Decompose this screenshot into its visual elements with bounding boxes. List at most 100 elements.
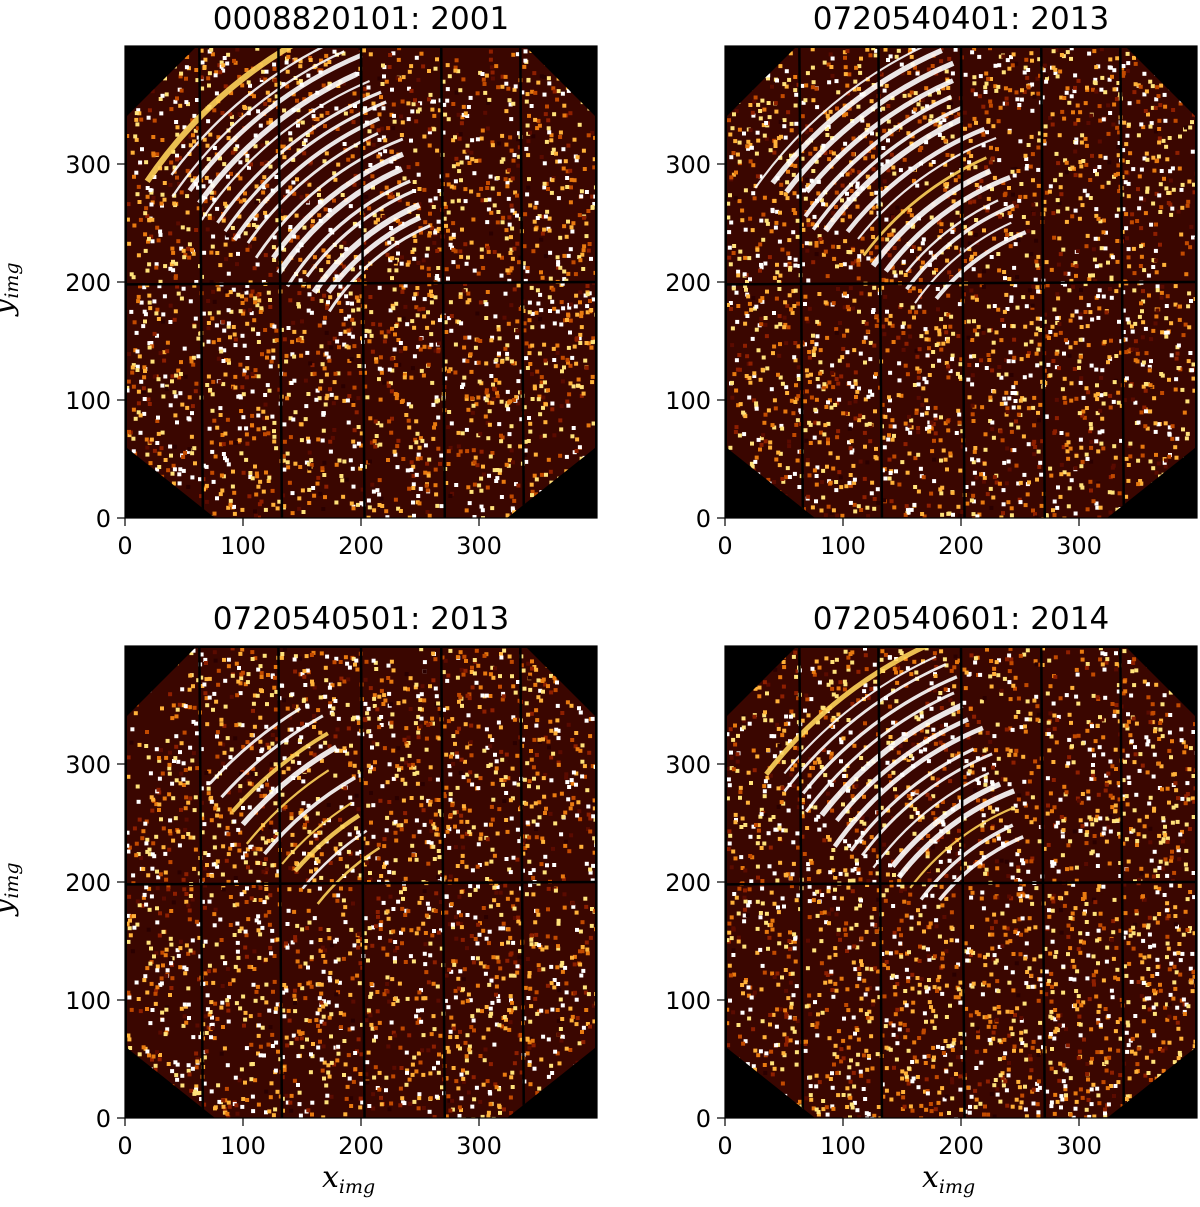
image-pixels xyxy=(727,48,1195,518)
stray-light-arc xyxy=(276,166,404,275)
stray-light-arc xyxy=(232,116,381,242)
stray-light-arc xyxy=(857,136,997,240)
chip-gap xyxy=(277,48,284,518)
panel-0720540401: 0720540401: 2013 0 100 200 300 0 100 200 300 xyxy=(600,0,1200,600)
x-tick-label: 100 xyxy=(820,1132,866,1160)
stray-light-arc xyxy=(934,230,1027,300)
chip-gap xyxy=(727,880,1195,886)
y-tick-label: 300 xyxy=(665,751,711,779)
stray-light-arc xyxy=(819,702,964,817)
stray-light-arc xyxy=(764,648,939,776)
y-axis-label: yimg xyxy=(0,862,23,915)
panel-title: 0720540501: 2013 xyxy=(212,601,510,637)
stray-light-arc xyxy=(835,717,970,823)
stray-light-arc xyxy=(197,71,358,205)
x-tick-label: 0 xyxy=(117,1132,132,1160)
stray-light-arc xyxy=(231,731,329,813)
stray-light-arc xyxy=(220,714,324,799)
y-tick-label: 200 xyxy=(665,869,711,897)
y-tick-label: 200 xyxy=(665,269,711,297)
y-tick-label: 0 xyxy=(696,1105,711,1133)
y-tick-label: 100 xyxy=(65,387,111,415)
x-tick-label: 0 xyxy=(717,532,732,560)
x-tick-label: 300 xyxy=(1056,1132,1102,1160)
stray-light-arc xyxy=(905,199,999,273)
x-tick-label: 200 xyxy=(938,1132,984,1160)
x-axis-label: ximg xyxy=(922,1160,976,1198)
stray-light-arc xyxy=(870,168,992,268)
stray-light-arc xyxy=(883,174,1011,273)
stray-light-arc xyxy=(784,60,955,194)
stray-light-arc xyxy=(754,48,929,189)
detector-image: 0 100 200 300 0 100 200 300 xyxy=(65,645,598,1160)
stray-light-arc xyxy=(311,202,421,295)
chip-gap xyxy=(198,648,205,1118)
chip-gap xyxy=(798,648,805,1118)
detector-image: 0 100 200 300 0 100 200 300 xyxy=(665,45,1198,560)
stray-light-arc xyxy=(170,48,336,176)
panel-title: 0720540601: 2014 xyxy=(812,601,1110,637)
stray-light-arc xyxy=(896,788,1016,879)
x-tick-label: 300 xyxy=(1056,532,1102,560)
chip-gap xyxy=(798,48,805,518)
stray-light-arc xyxy=(862,156,987,257)
stray-light-arc xyxy=(305,189,415,278)
stray-light-arc xyxy=(223,100,387,233)
stray-light-arc xyxy=(171,50,345,198)
x-tick-label: 100 xyxy=(220,1132,266,1160)
x-tick-label: 0 xyxy=(117,532,132,560)
chip-gap xyxy=(127,880,595,886)
x-tick-label: 300 xyxy=(456,1132,502,1160)
x-tick-label: 200 xyxy=(338,532,384,560)
stray-light-arc xyxy=(316,846,381,905)
x-tick-label: 0 xyxy=(717,1132,732,1160)
y-tick-label: 100 xyxy=(65,987,111,1015)
x-tick-label: 200 xyxy=(938,532,984,560)
y-tick-label: 0 xyxy=(96,1105,111,1133)
stray-light-arc xyxy=(770,48,943,185)
stray-light-arc xyxy=(909,807,1013,889)
y-tick-label: 100 xyxy=(665,987,711,1015)
image-pixels xyxy=(727,648,1195,1118)
y-tick-label: 300 xyxy=(65,151,111,179)
detector-image: 0 100 200 300 0 100 200 300 xyxy=(665,645,1198,1160)
stray-light-arc xyxy=(271,151,404,260)
stray-light-arc xyxy=(914,221,1012,304)
y-tick-label: 100 xyxy=(665,387,711,415)
stray-light-arc xyxy=(905,203,1015,291)
stray-light-arc xyxy=(144,48,344,183)
stray-light-arc xyxy=(187,52,363,192)
stray-light-arc xyxy=(804,691,955,813)
stray-light-arc xyxy=(285,179,411,288)
chip-gap xyxy=(127,280,595,286)
panel-title: 0008820101: 2001 xyxy=(212,1,510,37)
image-pixels xyxy=(127,48,595,518)
x-axis-label: ximg xyxy=(322,1160,376,1198)
stray-light-arc xyxy=(254,137,404,259)
image-pixels xyxy=(127,648,595,1118)
stray-light-arc xyxy=(890,781,1002,869)
y-tick-label: 0 xyxy=(96,505,111,533)
x-tick-label: 100 xyxy=(220,532,266,560)
panel-0008820101: 0008820101: 2001 0 100 200 300 0 100 200 300 yi… xyxy=(0,0,600,600)
x-tick-label: 300 xyxy=(456,532,502,560)
panel-0720540601: 0720540601: 2014 0 100 200 300 0 100 200 300 xi… xyxy=(600,600,1200,1200)
stray-light-arc xyxy=(208,707,301,785)
chip-gap xyxy=(727,280,1195,286)
stray-light-arc xyxy=(263,775,356,856)
chip-gap xyxy=(198,48,205,518)
stray-light-arc xyxy=(801,675,958,795)
x-tick-label: 100 xyxy=(820,532,866,560)
stray-light-arc xyxy=(804,78,954,194)
detector-image: 0 100 200 300 0 100 200 300 xyxy=(65,45,598,560)
stray-light-arc xyxy=(293,813,361,873)
stray-light-arc xyxy=(860,752,993,857)
stray-light-arc xyxy=(245,769,330,845)
y-tick-label: 200 xyxy=(65,269,111,297)
stray-light-arc xyxy=(938,835,1024,902)
stray-light-arc xyxy=(872,772,990,869)
stray-light-arc xyxy=(845,126,986,234)
stray-light-arc xyxy=(849,747,975,852)
y-tick-label: 200 xyxy=(65,869,111,897)
stray-light-arc xyxy=(200,79,371,221)
